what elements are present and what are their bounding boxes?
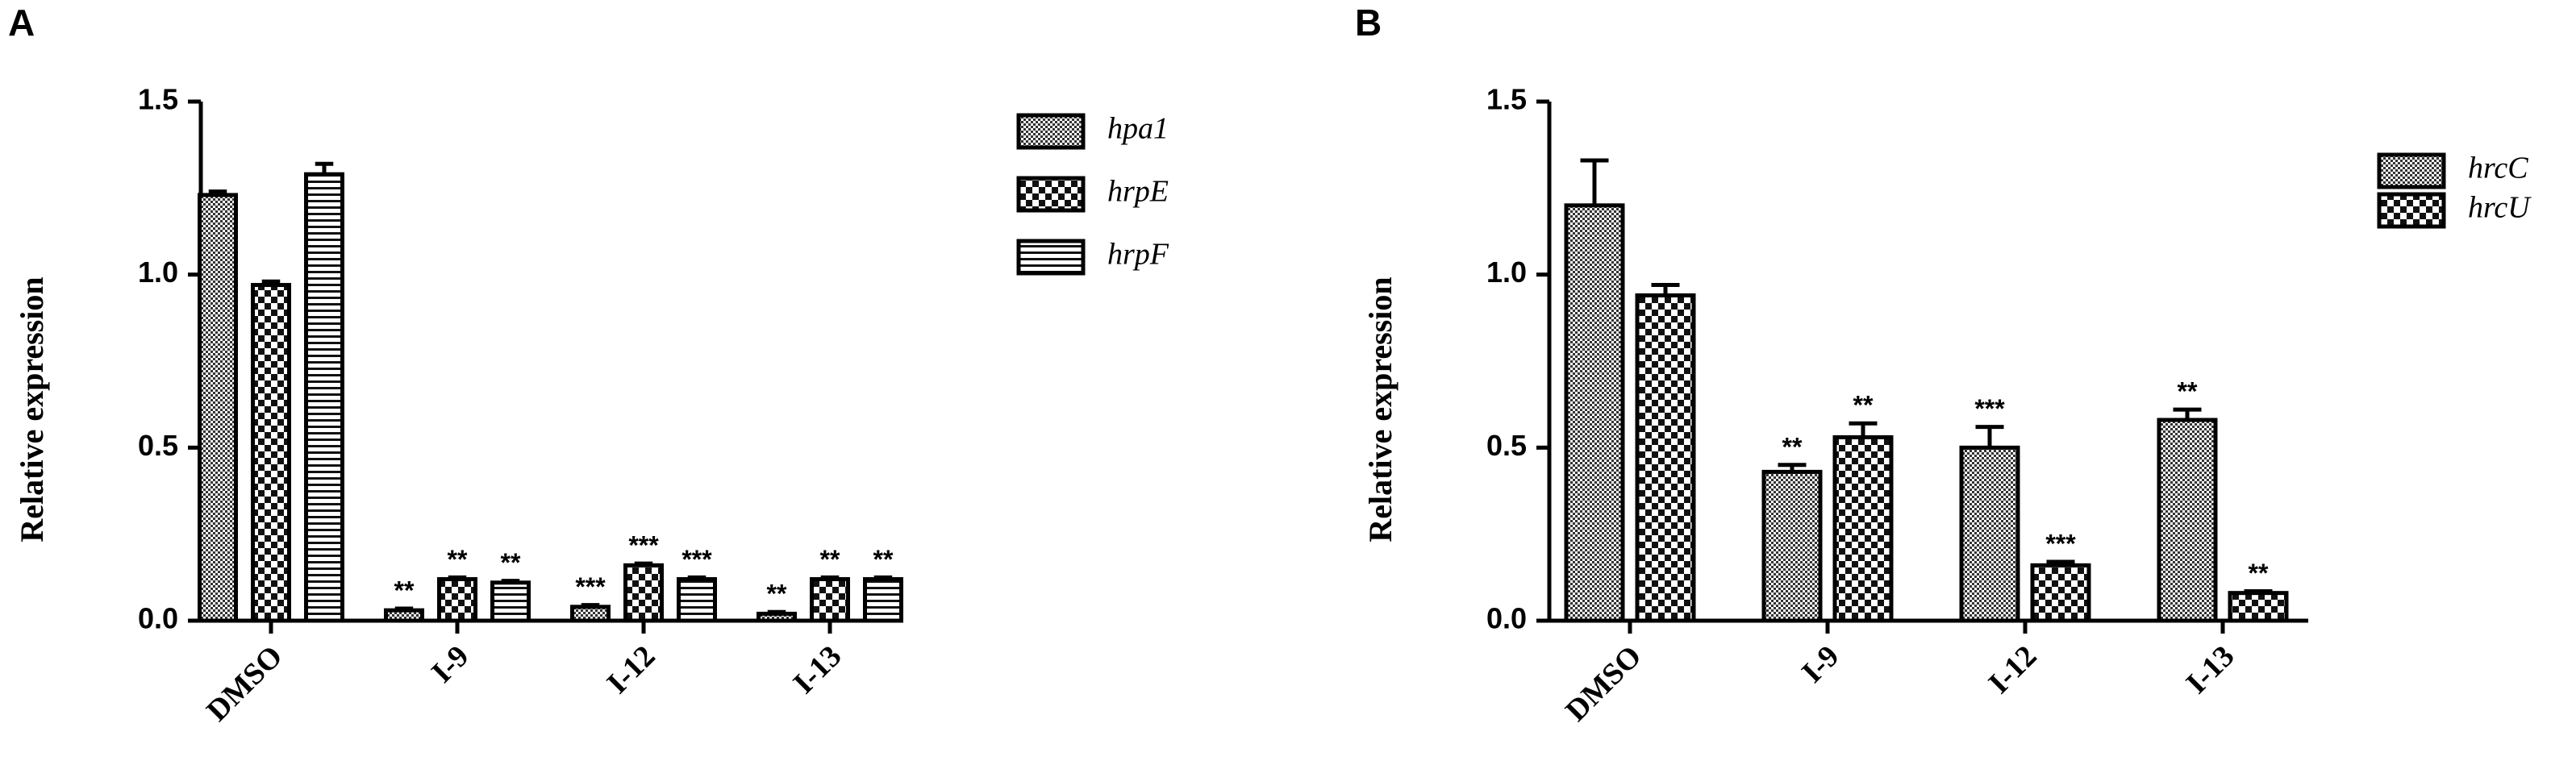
x-tick-label: I-9 (1795, 639, 1846, 690)
error-bar (501, 579, 520, 584)
x-tick-label: I-12 (601, 639, 662, 700)
error-bar (1651, 283, 1680, 296)
significance-label: *** (1974, 394, 2005, 423)
y-tick-label: 0.5 (138, 429, 178, 462)
y-tick-label: 1.5 (138, 83, 178, 116)
x-tick-label: DMSO (1559, 639, 1648, 728)
legend-label: hrpF (1107, 238, 1169, 272)
bar (2030, 563, 2091, 623)
bar (677, 576, 717, 623)
significance-label: ** (1782, 432, 1803, 461)
x-tick-label: I-9 (425, 639, 476, 690)
bar (570, 605, 611, 623)
x-tick-label: I-12 (1982, 639, 2044, 700)
legend-swatch (2377, 152, 2446, 189)
y-axis-label: Relative expression (1362, 276, 1398, 542)
error-bar (2173, 407, 2202, 420)
legend-swatch (2377, 192, 2446, 229)
significance-label: ** (2178, 377, 2198, 406)
bar (810, 576, 850, 623)
bar (2228, 591, 2289, 623)
error-bar (767, 609, 786, 614)
significance-label: ** (448, 545, 468, 574)
bar (198, 193, 238, 623)
error-bar (261, 279, 281, 285)
y-axis-label: Relative expression (14, 276, 50, 542)
error-bar (687, 575, 707, 580)
significance-label: ** (767, 580, 787, 609)
panel-label: A (8, 2, 35, 44)
bar (251, 283, 291, 623)
bar (490, 580, 531, 623)
error-bar (820, 575, 840, 580)
error-bar (1580, 158, 1609, 206)
bar (384, 608, 424, 623)
bar (1832, 434, 1894, 623)
y-tick-label: 1.0 (1486, 256, 1527, 289)
bar (1761, 469, 1823, 623)
significance-label: ** (820, 545, 840, 574)
y-tick-label: 0.0 (1486, 602, 1527, 635)
bar (1959, 445, 2020, 623)
bar (757, 611, 797, 623)
y-tick-label: 0.0 (138, 602, 178, 635)
error-bar (2244, 589, 2273, 594)
significance-label: *** (575, 572, 606, 601)
significance-label: ** (2249, 559, 2269, 588)
x-tick-label: I-13 (787, 639, 848, 700)
legend-swatch (1016, 239, 1086, 276)
significance-label: ** (394, 576, 415, 605)
error-bar (873, 575, 893, 580)
significance-label: ** (873, 545, 894, 574)
panel-label: B (1355, 2, 1382, 44)
x-tick-label: DMSO (200, 639, 289, 728)
bar (437, 576, 477, 623)
error-bar (208, 189, 227, 195)
legend-label: hrcU (2468, 191, 2532, 225)
legend-label: hpa1 (1107, 112, 1169, 146)
legend-swatch (1016, 113, 1086, 150)
legend-label: hrcC (2468, 152, 2528, 185)
legend-label: hrpE (1107, 175, 1169, 209)
error-bar (634, 561, 653, 566)
significance-label: *** (2045, 529, 2076, 558)
bar (1635, 293, 1696, 623)
error-bar (581, 603, 600, 608)
x-tick-label: I-13 (2180, 639, 2241, 700)
bar (2157, 418, 2218, 623)
significance-label: *** (628, 531, 659, 560)
y-tick-label: 0.5 (1486, 429, 1527, 462)
error-bar (394, 606, 414, 611)
error-bar (1975, 425, 2004, 448)
error-bar (315, 161, 334, 175)
error-bar (2046, 559, 2075, 566)
bar (304, 172, 344, 623)
y-tick-label: 1.0 (138, 256, 178, 289)
significance-label: *** (682, 545, 712, 574)
error-bar (1849, 421, 1878, 438)
bar (1564, 203, 1625, 623)
error-bar (1778, 463, 1807, 472)
significance-label: ** (1853, 391, 1874, 420)
legend-swatch (1016, 176, 1086, 213)
error-bar (448, 575, 467, 580)
bar (863, 576, 903, 623)
significance-label: ** (501, 548, 521, 577)
bar (623, 563, 664, 623)
y-tick-label: 1.5 (1486, 83, 1527, 116)
